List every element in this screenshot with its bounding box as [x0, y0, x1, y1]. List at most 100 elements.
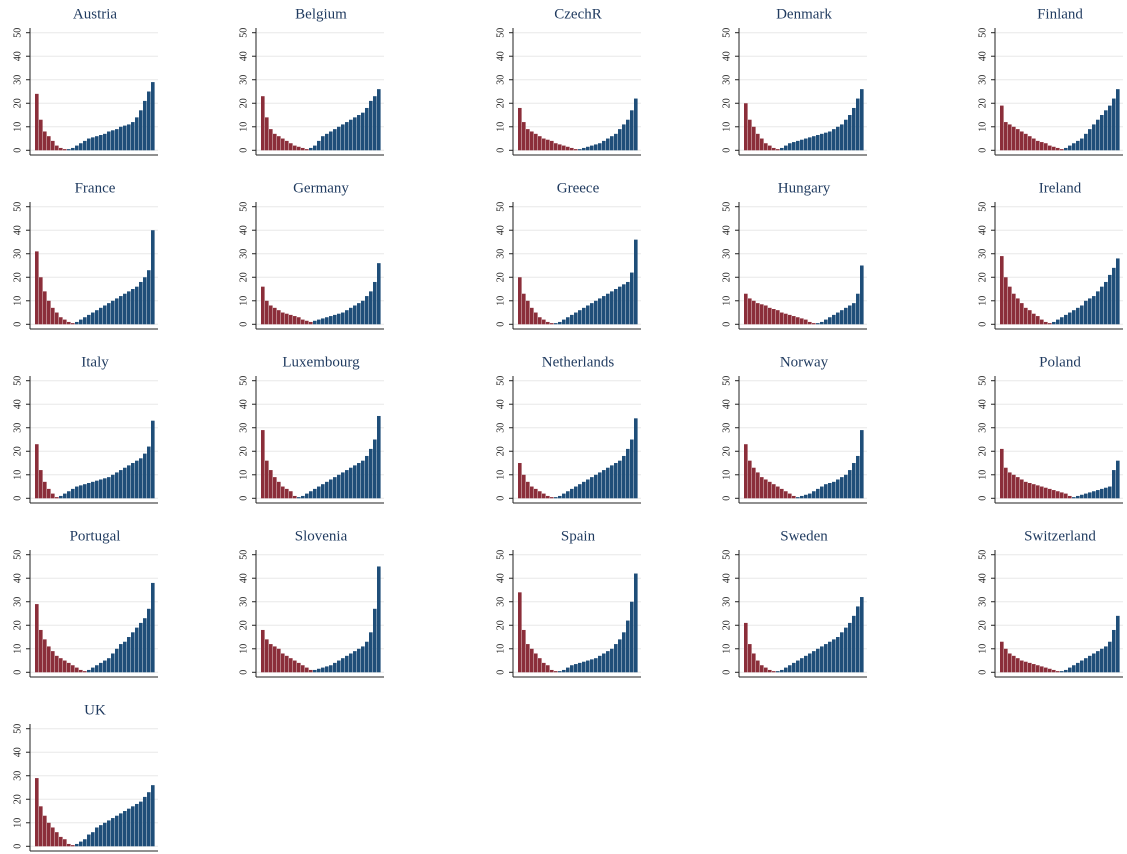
bar [618, 129, 622, 151]
y-tick-label: 10 [977, 122, 988, 132]
bar [844, 474, 848, 499]
bar [836, 312, 840, 325]
bar [1076, 495, 1080, 499]
bar [1116, 258, 1120, 325]
y-tick-label: 40 [12, 51, 23, 61]
y-tick-label: 50 [721, 550, 732, 560]
bar [373, 608, 377, 673]
bar [586, 146, 590, 151]
bar [578, 149, 582, 151]
y-tick-label: 30 [977, 423, 988, 433]
bar [1064, 314, 1068, 325]
bar [1036, 665, 1040, 673]
bar [808, 137, 812, 151]
bar [281, 486, 285, 499]
bar [273, 646, 277, 673]
panel-title: Germany [293, 180, 349, 196]
bar [87, 834, 91, 847]
bar [570, 488, 574, 499]
bar [265, 639, 269, 673]
bar [582, 481, 586, 499]
bar [91, 667, 95, 673]
bar [151, 582, 155, 673]
bar [83, 140, 87, 151]
bar [606, 467, 610, 499]
panel-title: UK [84, 702, 106, 718]
bar [566, 146, 570, 151]
bar [35, 444, 39, 499]
bar [1056, 491, 1060, 499]
y-tick-label: 30 [495, 597, 506, 607]
bar [43, 815, 47, 847]
bar [1112, 267, 1116, 325]
bar [147, 270, 151, 325]
bar [756, 660, 760, 673]
y-tick-label: 20 [238, 272, 249, 282]
bar [39, 119, 43, 151]
bar [107, 477, 111, 499]
y-tick-label: 50 [721, 376, 732, 386]
bar [131, 122, 135, 151]
bar [1052, 669, 1056, 673]
bar [95, 665, 99, 673]
y-tick-label: 40 [495, 399, 506, 409]
bar [333, 477, 337, 499]
bar [1104, 281, 1108, 325]
bar [1012, 474, 1016, 499]
y-tick-label: 30 [12, 75, 23, 85]
bar [337, 313, 341, 325]
bar [1020, 303, 1024, 325]
bar [281, 312, 285, 325]
bar [63, 660, 67, 673]
bar [329, 131, 333, 151]
bar [119, 126, 123, 151]
y-tick-label: 0 [495, 322, 506, 327]
y-tick-label: 30 [721, 75, 732, 85]
bar [297, 497, 301, 499]
bar [67, 662, 71, 673]
bar [748, 298, 752, 325]
bar [127, 637, 131, 673]
bar [808, 653, 812, 673]
bar [43, 291, 47, 325]
bar [361, 112, 365, 151]
bar [530, 307, 534, 325]
y-tick-label: 50 [238, 28, 249, 38]
bar [139, 801, 143, 847]
bar [35, 604, 39, 673]
bar [47, 136, 51, 151]
panel-title: Hungary [778, 180, 831, 196]
bar [1072, 497, 1076, 499]
bar [119, 296, 123, 325]
bar [293, 660, 297, 673]
bar [285, 655, 289, 673]
bar [800, 139, 804, 151]
bar [1028, 662, 1032, 673]
bar [123, 641, 127, 673]
y-tick-label: 20 [721, 98, 732, 108]
y-tick-label: 0 [977, 148, 988, 153]
bar [614, 289, 618, 325]
bar [1088, 298, 1092, 325]
bar [804, 138, 808, 151]
bar [1056, 147, 1060, 151]
bar [313, 320, 317, 325]
bar [792, 316, 796, 325]
y-tick-label: 30 [721, 597, 732, 607]
bar [768, 669, 772, 673]
bar [265, 117, 269, 151]
bar [626, 119, 630, 151]
bar [127, 808, 131, 847]
bar [744, 103, 748, 151]
bar [305, 667, 309, 673]
bar [788, 314, 792, 325]
y-tick-label: 20 [238, 98, 249, 108]
bar [131, 806, 135, 847]
bar [135, 286, 139, 325]
bar [309, 491, 313, 499]
bar [538, 658, 542, 673]
bar [1040, 486, 1044, 499]
bar [550, 140, 554, 151]
bar [1056, 671, 1060, 673]
bar [1088, 492, 1092, 499]
